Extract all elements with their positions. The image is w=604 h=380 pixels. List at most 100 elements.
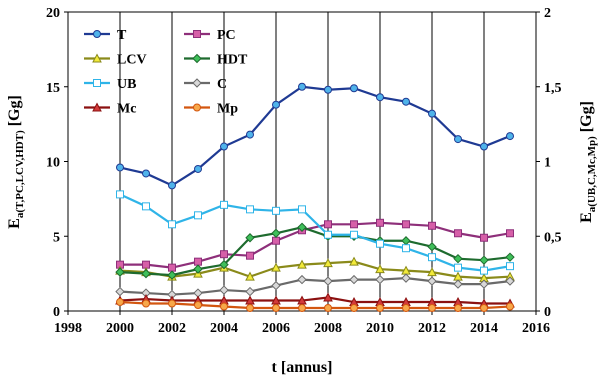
legend-marker [192,78,202,88]
legend-entry-ub: UB [84,77,136,92]
data-point [194,211,202,220]
y-right-tick-label: 1,5 [544,81,562,96]
data-point [115,267,125,277]
legend-entry-hdt: HDT [184,53,248,68]
data-point [454,304,462,313]
series-lines [115,82,515,313]
data-point [505,276,515,286]
data-point [402,244,410,253]
data-point [298,205,306,214]
legend-entry-mc: Mc [84,102,136,117]
data-point [194,164,202,173]
data-point [428,109,436,118]
data-point [454,229,462,238]
data-point [167,270,177,280]
legend-marker [93,30,101,38]
x-axis-title: t [annus] [272,359,333,376]
data-point [142,299,150,308]
data-point [427,276,437,286]
y-left-tick-label: 10 [46,156,60,171]
data-point [272,236,280,245]
data-point [220,142,228,151]
right-y-axis-title: Ea(UB,C,Mc,Mp) [Gg] [578,101,598,223]
data-point [402,220,410,229]
data-point [479,255,489,265]
data-point [506,229,514,238]
data-point [245,286,255,297]
legend-entry-c: C [184,77,227,92]
data-point [453,253,463,264]
series-line-hdt [119,226,511,277]
data-point [506,262,514,271]
series-c [115,273,515,300]
data-point [142,169,150,178]
legend-entry-pc: PC [184,28,236,43]
y-left-tick-label: 20 [46,6,60,21]
series-line-ub [119,193,511,272]
data-point [220,200,228,209]
data-point [323,276,333,286]
legend-marker [92,102,102,112]
data-point [428,253,436,262]
legend-label: HDT [217,53,248,68]
data-point [116,163,124,172]
legend-marker [92,53,102,63]
vertical-gridlines [119,12,485,311]
series-ub [116,190,514,275]
data-point [480,142,488,151]
x-tick-label: 2004 [210,321,238,336]
data-point [505,252,515,262]
left-y-axis-title-unit: [Gg] [6,95,23,130]
data-point [168,263,176,272]
legend-marker [192,53,202,64]
data-point [272,206,280,215]
data-point [454,135,462,144]
data-point [349,256,359,266]
data-point [324,230,332,239]
data-point [402,304,410,313]
data-point [506,302,514,311]
left-y-axis-title-main: E [6,218,23,229]
series-line-pc [120,221,511,269]
data-point [427,267,437,277]
legend-label: Mc [117,102,136,117]
data-point [245,233,255,243]
x-tick-label: 2008 [314,321,342,336]
data-point [480,233,488,242]
data-point [246,304,254,313]
legend-entry-lcv: LCV [84,53,147,68]
series-line-lcv [119,260,511,280]
legend: T PC LCV HDT UB C Mc Mp [84,28,248,117]
y-left-tick-label: 5 [53,230,60,245]
data-point [375,274,385,285]
data-point [271,280,281,291]
data-point [298,82,306,91]
data-point [350,304,358,313]
data-point [194,301,202,310]
data-point [324,304,332,313]
data-point [376,239,384,248]
data-point [453,279,463,289]
series-line-mp [119,300,511,310]
data-point [246,130,254,139]
data-point [297,222,307,232]
data-point [116,190,124,199]
y-right-tick-label: 2 [544,6,551,21]
data-point [220,302,228,311]
y-left-tick-label: 0 [53,305,60,320]
legend-entry-t: T [84,28,127,43]
data-point [350,230,358,239]
y-right-tick-label: 0,5 [544,230,562,245]
right-y-axis-title-sub: a(UB,C,Mc,Mp) [586,136,598,212]
data-point [428,221,436,230]
data-point [219,285,229,295]
series-t [116,82,514,190]
data-point [272,304,280,313]
data-point [271,228,281,238]
legend-label: UB [117,77,136,92]
legend-marker [193,103,201,112]
left-y-axis-title-sub: a(T,PC,LCV,HDT) [14,130,26,218]
data-point [350,220,358,229]
y-left-tick-label: 15 [46,81,60,96]
